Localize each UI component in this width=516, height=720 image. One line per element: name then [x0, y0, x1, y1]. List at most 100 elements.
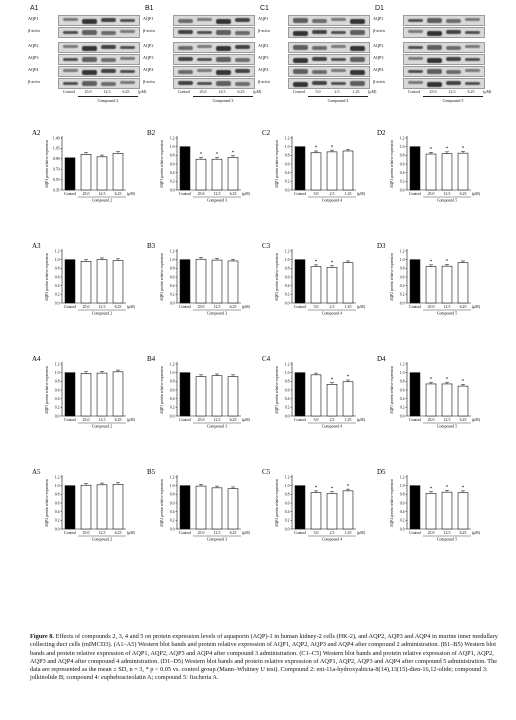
blot-band	[465, 31, 480, 34]
x-tick-label: 25.0	[428, 192, 435, 196]
bar	[195, 376, 207, 417]
blot-row-label: AQP3	[258, 55, 269, 60]
y-axis-label: AQP4 protein relative expression	[275, 479, 279, 527]
y-tick-label: 0.90	[53, 157, 60, 161]
significance-star: *	[430, 487, 433, 492]
blot-row-label: AQP3	[143, 55, 154, 60]
bar	[96, 156, 108, 191]
y-tick-label: 0.0	[400, 188, 405, 192]
blot-band	[427, 45, 442, 50]
panel-label-D4: D4	[377, 355, 386, 363]
bar	[64, 259, 76, 304]
y-tick-label: 1.2	[400, 249, 405, 253]
y-tick-label: 0.4	[400, 284, 405, 288]
blot-band	[312, 19, 327, 23]
bar	[227, 488, 239, 530]
blot-row-label: AQP1	[258, 16, 269, 21]
blot-band	[350, 46, 365, 51]
bar-chart-C2: C2 AQP1 protein relative expression 0.0 0.2…	[262, 129, 366, 203]
bar	[211, 487, 223, 530]
bar	[112, 153, 124, 191]
blot-strip	[58, 54, 140, 65]
blot-lane-label: Control	[177, 89, 191, 94]
panel-label-D3: D3	[377, 242, 386, 250]
blot-band	[178, 57, 193, 61]
y-tick-label: 0.70	[53, 168, 60, 172]
blot-band	[235, 58, 250, 62]
y-tick-label: 0.4	[285, 284, 290, 288]
y-axis-label: AQP1 protein relative expression	[390, 140, 394, 188]
significance-star: *	[462, 147, 465, 152]
blot-band	[312, 70, 327, 74]
x-tick-label: 25.0	[83, 531, 90, 535]
panel-label-B3: B3	[147, 242, 156, 250]
bar	[409, 372, 421, 417]
blot-band	[446, 70, 461, 74]
blot-band	[293, 45, 308, 50]
panel-label-C2: C2	[262, 129, 271, 137]
bar	[211, 158, 223, 191]
y-tick-label: 0.6	[55, 501, 60, 505]
y-tick-label: 0.4	[55, 284, 60, 288]
blot-group-label: Compound 4	[308, 96, 368, 103]
x-group-label: Compound 2	[92, 425, 112, 429]
blot-band	[101, 31, 116, 35]
blot-band	[82, 81, 97, 86]
bar-chart-B4: B4 AQP3 protein relative expression 0.0 0.2…	[147, 355, 251, 429]
blot-band	[197, 82, 212, 85]
x-group-label: Compound 2	[92, 538, 112, 542]
blot-row-label: AQP2	[143, 43, 154, 48]
bar	[179, 146, 191, 191]
bar-chart-D3: D3 AQP2 protein relative expression 0.0 0.2…	[377, 242, 481, 316]
x-tick-label: 1.25	[345, 192, 352, 196]
x-tick-label: Control	[179, 305, 191, 309]
bar	[64, 157, 76, 191]
blot-lane-label: 12.5	[103, 89, 111, 94]
significance-star: *	[430, 260, 433, 265]
y-tick-label: 0.0	[400, 414, 405, 418]
x-tick-label: 25.0	[198, 418, 205, 422]
x-tick-label: 12.5	[444, 418, 451, 422]
y-tick-label: 1.2	[170, 475, 175, 479]
x-tick-label: Control	[64, 418, 76, 422]
y-tick-label: 1.0	[55, 484, 60, 488]
x-tick-label: 12.5	[214, 418, 221, 422]
bar	[310, 152, 322, 191]
x-tick-label: 25.0	[198, 305, 205, 309]
bar	[457, 152, 469, 191]
blot-band	[197, 45, 212, 48]
y-tick-label: 0.4	[400, 171, 405, 175]
blot-strip	[403, 78, 485, 89]
blot-band	[331, 82, 346, 85]
blot-band	[446, 81, 461, 85]
blot-strip	[173, 54, 255, 65]
blot-lane-label: 5.0	[315, 89, 321, 94]
bar	[409, 485, 421, 530]
blot-lane-label: 6.25	[122, 89, 130, 94]
y-tick-label: 1.0	[400, 258, 405, 262]
y-tick-label: 1.0	[285, 484, 290, 488]
x-tick-label: 1.25	[345, 305, 352, 309]
y-tick-label: 0.4	[400, 510, 405, 514]
blot-strip	[288, 42, 370, 53]
blot-band	[120, 19, 135, 22]
blot-band	[197, 58, 212, 61]
x-tick-label: 2.5	[330, 192, 335, 196]
bar-chart-D5: D5 AQP4 protein relative expression 0.0 0.2…	[377, 468, 481, 542]
y-axis-label: AQP3 protein relative expression	[390, 366, 394, 414]
y-tick-label: 1.2	[55, 362, 60, 366]
y-tick-label: 0.2	[285, 519, 290, 523]
x-tick-label: 12.5	[444, 192, 451, 196]
x-tick-label: Control	[409, 531, 421, 535]
blot-row-label: AQP3	[28, 55, 39, 60]
blot-row-label: AQP4	[373, 67, 384, 72]
x-tick-label: 2.5	[330, 418, 335, 422]
y-tick-label: 0.55	[53, 178, 60, 182]
bar-chart-A5: A5 AQP4 protein relative expression 0.0 0.2…	[32, 468, 136, 542]
x-unit: (μM)	[242, 418, 251, 422]
bar-chart-C5: C5 AQP4 protein relative expression 0.0 0.2…	[262, 468, 366, 542]
panel-label-A5: A5	[32, 468, 41, 476]
x-group-label: Compound 4	[322, 538, 342, 542]
x-tick-label: 6.25	[460, 192, 467, 196]
y-tick-label: 0.8	[400, 493, 405, 497]
